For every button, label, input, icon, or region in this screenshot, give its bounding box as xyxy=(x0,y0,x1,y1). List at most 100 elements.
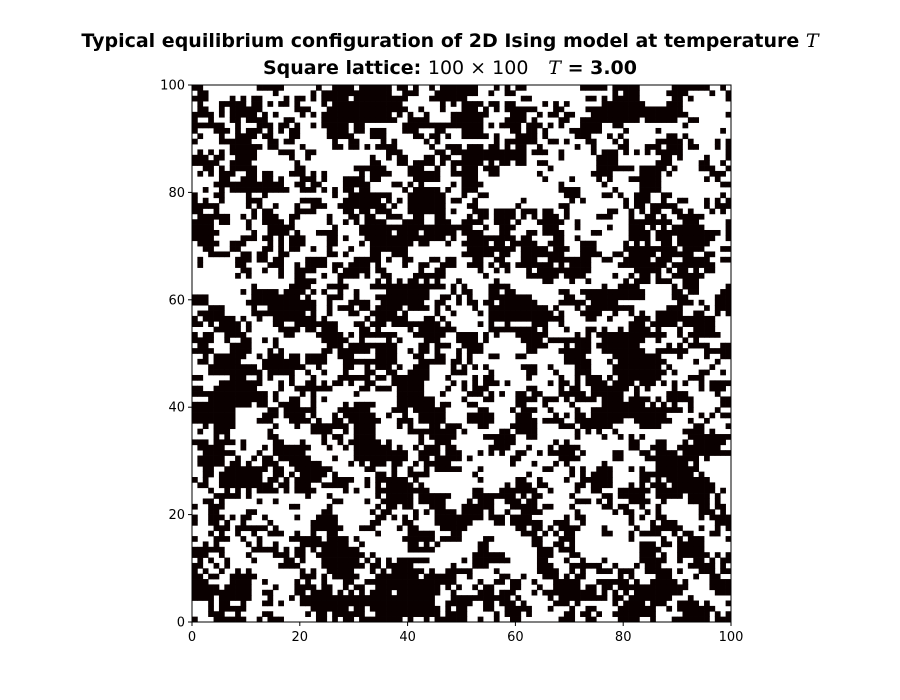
spin-up-cell xyxy=(612,401,619,408)
spin-up-cell xyxy=(650,364,656,370)
spin-up-cell xyxy=(483,552,489,558)
spin-up-cell xyxy=(375,417,381,424)
spin-up-cell xyxy=(208,407,214,413)
spin-up-cell xyxy=(644,407,651,413)
spin-up-cell xyxy=(364,385,371,392)
spin-up-cell xyxy=(601,106,608,113)
spin-up-cell xyxy=(235,380,241,387)
spin-up-cell xyxy=(450,117,457,123)
spin-up-cell xyxy=(267,611,274,617)
spin-up-cell xyxy=(520,208,527,215)
spin-up-cell xyxy=(213,122,220,129)
spin-up-cell xyxy=(299,600,306,607)
spin-up-cell xyxy=(456,85,462,91)
spin-up-cell xyxy=(445,240,452,247)
spin-up-cell xyxy=(515,616,522,623)
spin-up-cell xyxy=(466,235,473,242)
spin-up-cell xyxy=(510,611,516,617)
spin-up-cell xyxy=(197,208,204,215)
spin-up-cell xyxy=(466,401,473,408)
spin-up-cell xyxy=(461,600,468,607)
spin-up-cell xyxy=(666,154,673,161)
spin-up-cell xyxy=(677,477,683,483)
spin-up-cell xyxy=(337,106,344,113)
spin-up-cell xyxy=(213,251,220,258)
spin-up-cell xyxy=(607,358,613,365)
spin-up-cell xyxy=(299,197,306,204)
spin-up-cell xyxy=(434,417,441,424)
spin-up-cell xyxy=(402,391,408,397)
spin-up-cell xyxy=(289,353,295,360)
spin-up-cell xyxy=(542,305,549,311)
spin-up-cell xyxy=(531,305,538,311)
spin-up-cell xyxy=(262,417,268,424)
spin-up-cell xyxy=(364,299,371,306)
spin-up-cell xyxy=(396,407,403,413)
spin-up-cell xyxy=(267,122,274,129)
spin-up-cell xyxy=(375,315,381,322)
spin-up-cell xyxy=(526,444,532,451)
spin-up-cell xyxy=(488,417,495,424)
spin-up-cell xyxy=(671,460,678,467)
spin-up-cell xyxy=(423,466,430,472)
spin-up-cell xyxy=(574,552,581,558)
spin-up-cell xyxy=(386,272,392,279)
spin-up-cell xyxy=(553,369,559,376)
spin-up-cell xyxy=(580,611,586,617)
spin-up-cell xyxy=(294,530,301,537)
spin-up-cell xyxy=(601,595,608,601)
spin-up-cell xyxy=(617,374,624,381)
spin-up-cell xyxy=(305,294,311,301)
spin-up-cell xyxy=(310,256,317,263)
spin-up-cell xyxy=(612,187,619,193)
spin-up-cell xyxy=(407,289,414,295)
spin-up-cell xyxy=(666,460,673,467)
spin-up-cell xyxy=(542,176,549,183)
spin-up-cell xyxy=(235,348,241,354)
spin-up-cell xyxy=(224,396,231,403)
spin-up-cell xyxy=(380,170,387,177)
spin-up-cell xyxy=(380,315,387,322)
spin-up-cell xyxy=(677,546,683,553)
spin-up-cell xyxy=(192,412,198,419)
spin-up-cell xyxy=(359,337,365,344)
spin-up-cell xyxy=(402,374,408,381)
spin-up-cell xyxy=(682,229,689,236)
spin-up-cell xyxy=(289,503,295,510)
spin-up-cell xyxy=(294,514,301,521)
spin-up-cell xyxy=(407,326,414,333)
spin-up-cell xyxy=(294,396,301,403)
spin-up-cell xyxy=(456,170,462,177)
spin-up-cell xyxy=(418,187,425,193)
spin-up-cell xyxy=(709,482,716,489)
spin-up-cell xyxy=(423,176,430,183)
spin-up-cell xyxy=(596,477,602,483)
spin-up-cell xyxy=(698,240,705,247)
spin-up-cell xyxy=(542,310,549,317)
spin-up-cell xyxy=(310,278,317,285)
spin-up-cell xyxy=(720,294,726,301)
spin-up-cell xyxy=(229,101,236,107)
spin-up-cell xyxy=(202,122,209,129)
spin-up-cell xyxy=(229,482,236,489)
spin-up-cell xyxy=(725,154,732,161)
spin-up-cell xyxy=(590,246,597,252)
spin-up-cell xyxy=(504,85,511,91)
spin-up-cell xyxy=(499,310,505,317)
spin-up-cell xyxy=(202,154,209,161)
spin-up-cell xyxy=(439,224,446,231)
spin-up-cell xyxy=(375,111,381,118)
spin-up-cell xyxy=(229,579,236,585)
spin-up-cell xyxy=(558,391,565,397)
spin-up-cell xyxy=(677,305,683,311)
spin-up-cell xyxy=(310,90,317,97)
spin-up-cell xyxy=(289,138,295,145)
spin-up-cell xyxy=(359,444,365,451)
spin-up-cell xyxy=(585,267,592,274)
spin-up-cell xyxy=(359,417,365,424)
spin-up-cell xyxy=(499,154,505,161)
spin-up-cell xyxy=(224,562,231,569)
spin-up-cell xyxy=(272,396,279,403)
spin-up-cell xyxy=(396,385,403,392)
spin-up-cell xyxy=(709,332,716,338)
